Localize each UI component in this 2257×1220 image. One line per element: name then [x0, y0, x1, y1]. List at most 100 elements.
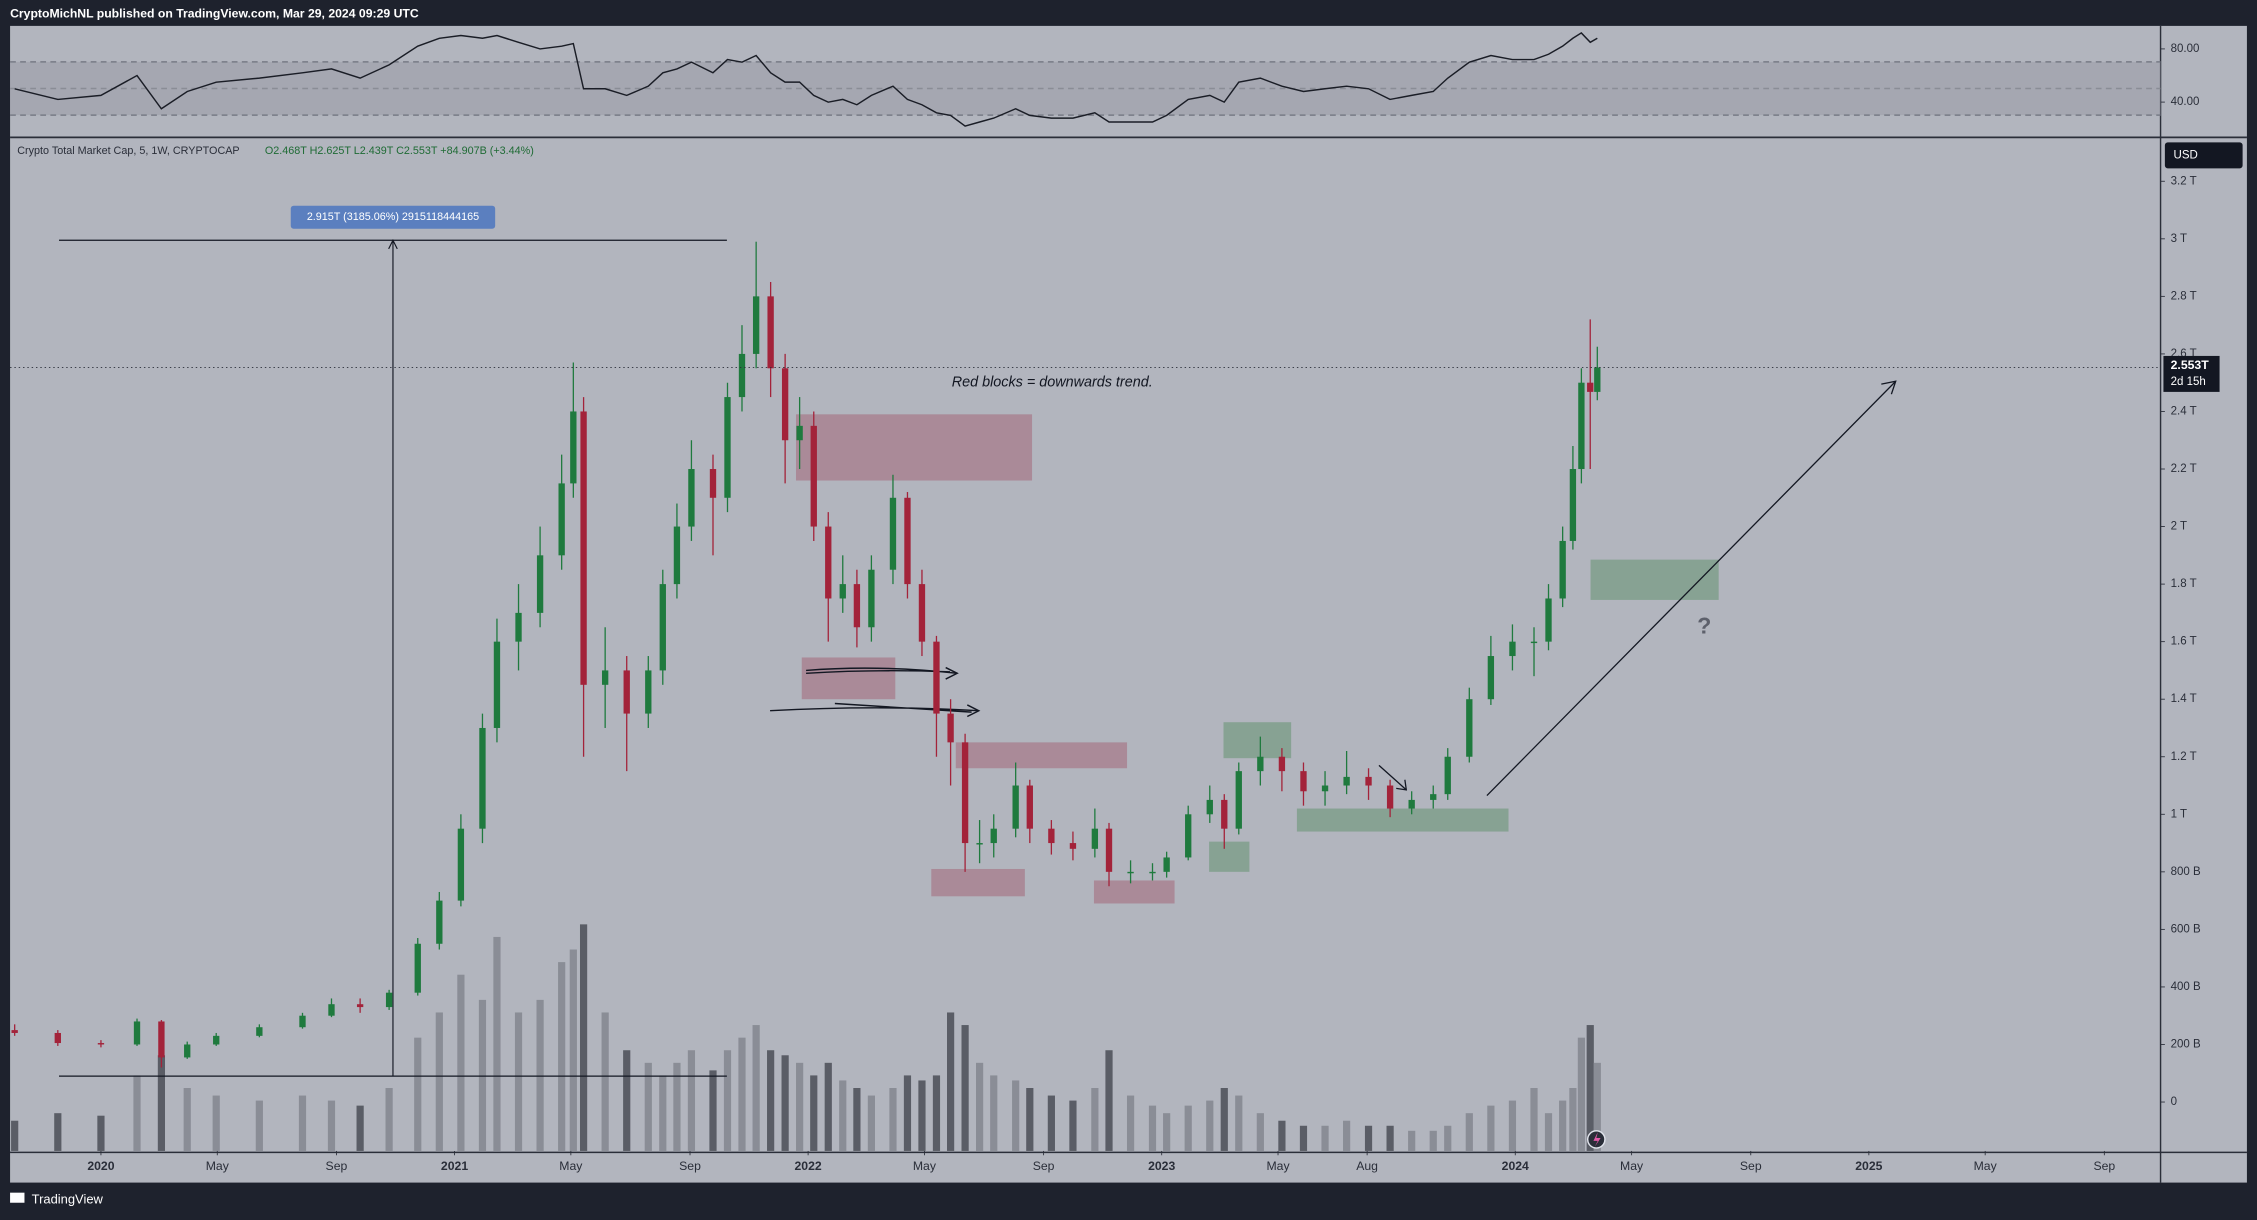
candle-body	[1026, 785, 1033, 829]
y-tick-label: 2.4 T	[2171, 406, 2197, 418]
volume-bar	[1047, 1095, 1055, 1151]
candle-body	[1127, 871, 1134, 874]
measure-label-box	[290, 205, 496, 229]
volume-bar	[1465, 1113, 1473, 1151]
candle-body	[1149, 871, 1156, 874]
volume-bar	[1148, 1105, 1157, 1151]
volume-bar	[1105, 1050, 1113, 1151]
candle-body	[1257, 756, 1264, 772]
candle-body	[1365, 776, 1372, 786]
y-tick-label: 2 T	[2171, 521, 2187, 533]
volume-bar	[1429, 1130, 1437, 1151]
x-tick-label: Sep	[1740, 1159, 1762, 1173]
candle-body	[1559, 540, 1566, 599]
y-tick-label: 600 B	[2171, 923, 2201, 935]
y-tick-label: 2.8 T	[2171, 290, 2197, 302]
volume-bar	[1184, 1105, 1192, 1151]
volume-bar	[796, 1062, 804, 1151]
candle-body	[1487, 656, 1495, 700]
volume-bar	[1544, 1113, 1553, 1151]
candle-body	[356, 1004, 364, 1008]
y-tick-label: 2.2 T	[2171, 463, 2197, 475]
volume-bar	[867, 1095, 875, 1151]
candle-body	[868, 569, 875, 628]
volume-bar	[767, 1050, 775, 1151]
volume-bar	[889, 1088, 897, 1151]
green-block	[1223, 722, 1292, 759]
x-tick-label: 2024	[1502, 1159, 1529, 1173]
volume-bar	[1487, 1105, 1495, 1151]
candle-body	[933, 641, 940, 714]
candle-body	[947, 713, 954, 743]
volume-bar	[1577, 1037, 1585, 1151]
volume-bar	[1586, 1025, 1594, 1151]
y-tick-label: 0	[2171, 1096, 2177, 1108]
candle-body	[1587, 382, 1594, 392]
candle-body	[1530, 641, 1538, 644]
candle-body	[97, 1043, 105, 1045]
publisher: CryptoMichNL published on TradingView.co…	[10, 7, 419, 21]
candle-body	[385, 992, 393, 1008]
candle-body	[796, 425, 803, 441]
candle-body	[328, 1004, 335, 1016]
candle-body	[853, 584, 861, 628]
volume-bar	[1256, 1113, 1264, 1151]
volume-bar	[1163, 1113, 1171, 1151]
volume-bar	[1235, 1095, 1243, 1151]
candle-body	[558, 483, 565, 556]
red-block	[955, 742, 1128, 769]
candle-body	[256, 1027, 263, 1036]
candle-body	[1343, 776, 1350, 786]
currency-button[interactable]	[2164, 142, 2243, 169]
volume-bar	[918, 1080, 926, 1151]
x-tick-label: 2025	[1855, 1159, 1882, 1173]
arrow-head	[1396, 779, 1408, 791]
candle-body	[976, 843, 983, 845]
red-block	[795, 414, 1033, 481]
candle-body	[1206, 799, 1213, 815]
candle-body	[213, 1035, 220, 1045]
volume-bar	[133, 1075, 141, 1151]
volume-bar	[659, 1075, 667, 1151]
currency[interactable]: USD	[2174, 149, 2198, 161]
candle-body	[709, 469, 717, 498]
candle-body	[1509, 641, 1516, 657]
candle-body	[601, 670, 609, 685]
volume-bar	[514, 1012, 523, 1151]
time-axis	[10, 1152, 2247, 1183]
volume-bar	[1026, 1088, 1034, 1151]
candle-body	[904, 497, 911, 585]
volume-bar	[601, 1012, 609, 1151]
volume-bar	[569, 949, 577, 1151]
volume-bar	[212, 1095, 220, 1151]
candle-body	[414, 943, 421, 993]
y-tick-label: 2.6 T	[2171, 348, 2197, 360]
ohlc-label: O2.468T H2.625T L2.439T C2.553T +84.907B…	[265, 145, 534, 157]
volume-bar	[1508, 1100, 1517, 1151]
candle-body	[515, 612, 522, 642]
arrow-line	[1378, 764, 1407, 791]
volume-bar	[723, 1050, 732, 1151]
candle-body	[889, 497, 897, 570]
candle-body	[738, 353, 746, 398]
volume-bar	[536, 999, 544, 1151]
candle-body	[724, 397, 731, 498]
candle-body	[1386, 785, 1394, 809]
candle-body	[493, 641, 501, 728]
x-tick-label: Sep	[2093, 1159, 2115, 1173]
y-tick-label: 200 B	[2171, 1039, 2201, 1051]
volume-bar	[673, 1062, 681, 1151]
volume-bar	[183, 1088, 191, 1151]
candle-body	[918, 584, 926, 642]
last-price-label: 2.553T	[2171, 358, 2210, 372]
candle-body	[825, 526, 832, 599]
candle-body	[1444, 756, 1451, 795]
red-block	[1093, 880, 1175, 904]
candle-body	[1278, 756, 1286, 772]
volume-bar	[414, 1037, 422, 1151]
arrow-head	[945, 666, 959, 680]
arrow-head	[388, 238, 398, 250]
candle-body	[54, 1032, 61, 1044]
volume-bar	[738, 1037, 746, 1151]
